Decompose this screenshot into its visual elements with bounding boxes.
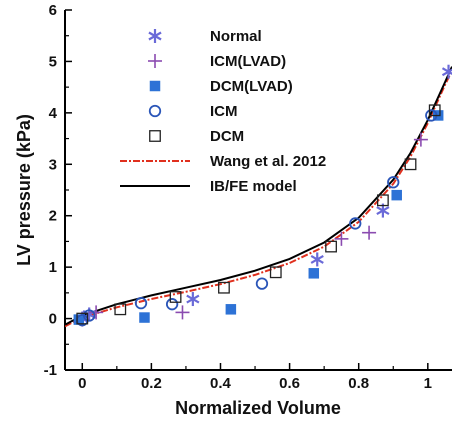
model-curves bbox=[65, 66, 452, 328]
data-point-icm-lvad bbox=[334, 231, 349, 246]
marker-shape bbox=[114, 303, 127, 316]
marker-shape bbox=[325, 240, 337, 253]
marker-shape bbox=[73, 314, 85, 325]
data-points bbox=[73, 64, 452, 327]
x-tick-label: 1 bbox=[424, 375, 432, 392]
legend-symbol-icm bbox=[148, 104, 162, 118]
series-line-wang-et-al-2012 bbox=[65, 70, 452, 328]
data-point-icm bbox=[83, 309, 96, 322]
y-tick-label: -1 bbox=[44, 362, 57, 379]
data-point-normal bbox=[441, 64, 452, 79]
data-point-dcm bbox=[269, 266, 282, 279]
marker-stroke bbox=[148, 31, 162, 41]
legend-label-normal: Normal bbox=[210, 28, 262, 45]
legend-label-wang-et-al-2012: Wang et al. 2012 bbox=[210, 153, 326, 170]
data-point-dcm bbox=[325, 240, 337, 253]
marker-shape bbox=[218, 281, 230, 294]
marker-shape bbox=[149, 130, 161, 142]
legend-label-dcm: DCM bbox=[210, 128, 244, 145]
data-point-normal bbox=[310, 252, 324, 267]
marker-shape bbox=[165, 298, 179, 311]
x-tick-label: 0.2 bbox=[141, 375, 162, 392]
marker-stroke bbox=[376, 206, 390, 216]
marker-stroke bbox=[441, 67, 452, 75]
legend-label-icm-lvad: ICM(LVAD) bbox=[210, 53, 286, 70]
y-tick-label: 5 bbox=[49, 53, 57, 70]
marker-shape bbox=[225, 304, 237, 315]
y-tick-label: 0 bbox=[49, 311, 57, 328]
legend-symbol-normal bbox=[148, 29, 162, 43]
marker-shape bbox=[255, 277, 269, 290]
data-point-dcm-lvad bbox=[391, 189, 402, 201]
legend-symbol-dcm-lvad bbox=[149, 80, 161, 92]
marker-shape bbox=[391, 189, 402, 201]
data-point-dcm-lvad bbox=[73, 314, 85, 325]
data-point-dcm bbox=[218, 281, 230, 294]
legend-label-icm: ICM bbox=[210, 103, 238, 120]
data-point-icm bbox=[134, 296, 148, 310]
y-tick-label: 4 bbox=[49, 105, 58, 122]
data-point-normal bbox=[186, 292, 200, 307]
data-point-dcm bbox=[114, 303, 127, 316]
marker-shape bbox=[139, 312, 150, 323]
data-point-dcm bbox=[376, 194, 389, 207]
data-point-icm-lvad bbox=[175, 305, 190, 320]
data-point-icm bbox=[165, 298, 179, 311]
legend-label-ib-fe-model: IB/FE model bbox=[210, 178, 297, 195]
marker-shape bbox=[83, 309, 96, 322]
data-point-dcm-lvad bbox=[225, 304, 237, 315]
data-point-dcm-lvad bbox=[139, 312, 150, 323]
data-point-icm bbox=[255, 277, 269, 290]
y-axis-title: LV pressure (kPa) bbox=[14, 114, 34, 266]
y-tick-label: 6 bbox=[49, 2, 57, 19]
data-point-dcm bbox=[404, 158, 417, 171]
marker-shape bbox=[149, 80, 161, 92]
marker-shape bbox=[148, 104, 162, 118]
marker-shape bbox=[76, 312, 89, 325]
axes: 0 0.2 0.4 0.6 0.8 1 -1 0 1 2 3 4 5 6 bbox=[44, 2, 452, 392]
legend-symbol-icm-lvad bbox=[148, 54, 162, 68]
marker-stroke bbox=[186, 294, 200, 304]
data-point-icm-lvad bbox=[362, 225, 377, 240]
marker-shape bbox=[134, 296, 148, 310]
data-point-icm-lvad bbox=[89, 305, 104, 320]
marker-shape bbox=[169, 291, 182, 303]
data-point-icm bbox=[387, 176, 400, 189]
marker-shape bbox=[387, 176, 400, 189]
y-tick-label: 1 bbox=[49, 259, 57, 276]
marker-shape bbox=[349, 217, 362, 230]
y-tick-label: 3 bbox=[49, 156, 57, 173]
y-tick-label: 2 bbox=[49, 208, 57, 225]
legend-symbol-dcm bbox=[149, 130, 161, 142]
data-point-dcm bbox=[169, 291, 182, 303]
x-tick-label: 0.8 bbox=[348, 375, 369, 392]
x-tick-label: 0.4 bbox=[210, 375, 232, 392]
marker-shape bbox=[308, 268, 320, 279]
marker-shape bbox=[269, 266, 282, 279]
data-point-icm bbox=[349, 217, 362, 230]
x-tick-label: 0 bbox=[78, 375, 86, 392]
x-axis-title: Normalized Volume bbox=[175, 398, 341, 418]
marker-shape bbox=[376, 194, 389, 207]
marker-shape bbox=[404, 158, 417, 171]
marker-shape bbox=[428, 104, 441, 117]
x-tick-label: 0.6 bbox=[279, 375, 300, 392]
data-point-dcm-lvad bbox=[308, 268, 320, 279]
series-line-ib-fe-model bbox=[65, 66, 452, 326]
marker-stroke bbox=[310, 254, 324, 264]
legend-label-dcm-lvad: DCM(LVAD) bbox=[210, 78, 293, 95]
legend: Normal ICM(LVAD) DCM(LVAD) ICM DCM Wang et al… bbox=[120, 28, 326, 195]
data-point-icm-lvad bbox=[413, 132, 428, 147]
data-point-dcm bbox=[76, 312, 89, 325]
data-point-dcm bbox=[428, 104, 441, 117]
